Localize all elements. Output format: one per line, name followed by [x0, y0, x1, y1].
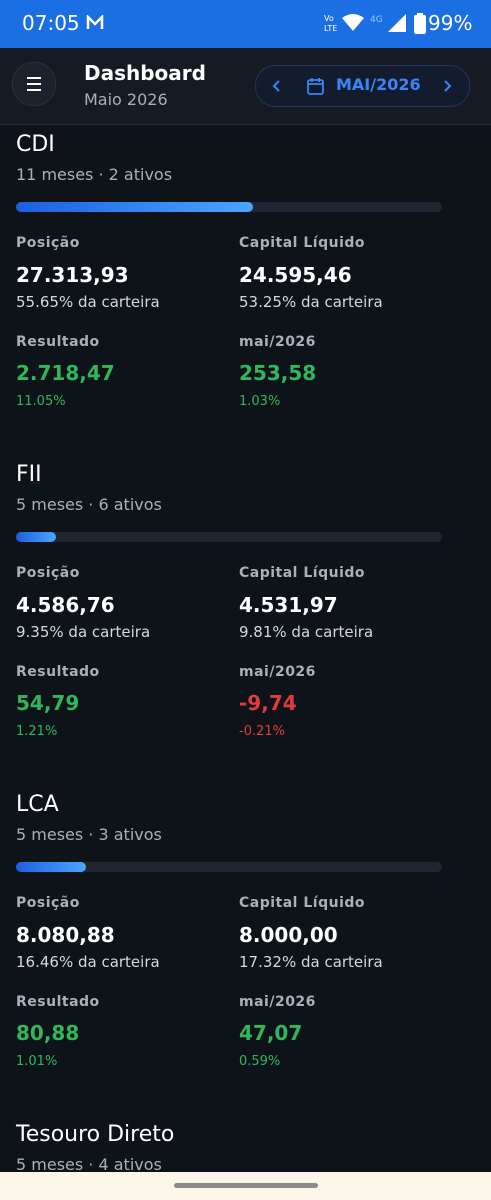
field-percent: 1.01%: [16, 1054, 58, 1069]
calendar-icon: [307, 78, 324, 95]
field-share: 9.35% da carteira: [16, 623, 151, 641]
home-indicator[interactable]: [174, 1183, 318, 1188]
field-percent: 1.21%: [16, 724, 58, 739]
field-label: Capital Líquido: [239, 235, 366, 251]
field-label: mai/2026: [239, 994, 316, 1010]
mail-icon: [86, 15, 104, 29]
field-value: 8.000,00: [239, 923, 338, 947]
field-percent: 11.05%: [16, 394, 66, 409]
field-value: 4.531,97: [239, 593, 338, 617]
share-bar: [16, 202, 254, 212]
field-label: Capital Líquido: [239, 565, 366, 581]
share-bar: [16, 532, 56, 542]
field-share: 16.46% da carteira: [16, 953, 160, 971]
field-label: mai/2026: [239, 334, 316, 350]
share-bar: [16, 862, 87, 872]
field-value: 24.595,46: [239, 263, 352, 287]
header: Dashboard Maio 2026 MAI/2026: [0, 48, 491, 125]
field-value: 4.586,76: [16, 593, 115, 617]
field-value: 47,07: [239, 1021, 303, 1045]
next-period[interactable]: [440, 78, 454, 94]
nav-bar: [0, 1172, 491, 1200]
share-track: [16, 202, 442, 212]
period-selector: MAI/2026: [255, 65, 470, 107]
menu-button[interactable]: [12, 62, 56, 106]
field-label: Posição: [16, 895, 80, 911]
asset-subtitle: 11 meses · 2 ativos: [16, 165, 173, 184]
field-value: 8.080,88: [16, 923, 115, 947]
share-track: [16, 532, 442, 542]
field-share: 55.65% da carteira: [16, 293, 160, 311]
field-share: 17.32% da carteira: [239, 953, 383, 971]
field-label: Posição: [16, 235, 80, 251]
field-value: 80,88: [16, 1021, 80, 1045]
asset-name: Tesouro Direto: [16, 1122, 175, 1147]
svg-text:LTE: LTE: [324, 24, 337, 33]
field-label: Resultado: [16, 664, 100, 680]
field-percent: 1.03%: [239, 394, 281, 409]
battery-icon: [414, 13, 426, 34]
field-label: Resultado: [16, 334, 100, 350]
field-label: Resultado: [16, 994, 100, 1010]
field-label: Capital Líquido: [239, 895, 366, 911]
menu-icon: [27, 77, 41, 91]
status-bar: 07:05 Vo LTE 4G 99%: [0, 0, 491, 48]
field-share: 53.25% da carteira: [239, 293, 383, 311]
asset-subtitle: 5 meses · 4 ativos: [16, 1155, 162, 1172]
share-track: [16, 862, 442, 872]
field-label: Posição: [16, 565, 80, 581]
field-label: mai/2026: [239, 664, 316, 680]
asset-name: LCA: [16, 792, 59, 817]
field-value: 2.718,47: [16, 361, 115, 385]
header-title: Dashboard: [84, 61, 206, 85]
field-percent: 0.59%: [239, 1054, 281, 1069]
svg-text:4G: 4G: [370, 15, 383, 25]
clock: 07:05: [22, 11, 80, 35]
field-percent: -0.21%: [239, 724, 285, 739]
battery-level: 99%: [428, 11, 473, 35]
asset-subtitle: 5 meses · 3 ativos: [16, 825, 162, 844]
svg-text:Vo: Vo: [324, 14, 334, 23]
field-value: 27.313,93: [16, 263, 129, 287]
field-share: 9.81% da carteira: [239, 623, 374, 641]
header-subtitle: Maio 2026: [84, 90, 168, 109]
asset-name: FII: [16, 462, 42, 487]
field-value: -9,74: [239, 691, 297, 715]
asset-name: CDI: [16, 132, 55, 157]
field-value: 253,58: [239, 361, 317, 385]
field-value: 54,79: [16, 691, 80, 715]
period-label[interactable]: MAI/2026: [336, 75, 421, 94]
asset-subtitle: 5 meses · 6 ativos: [16, 495, 162, 514]
prev-period[interactable]: [270, 78, 284, 94]
